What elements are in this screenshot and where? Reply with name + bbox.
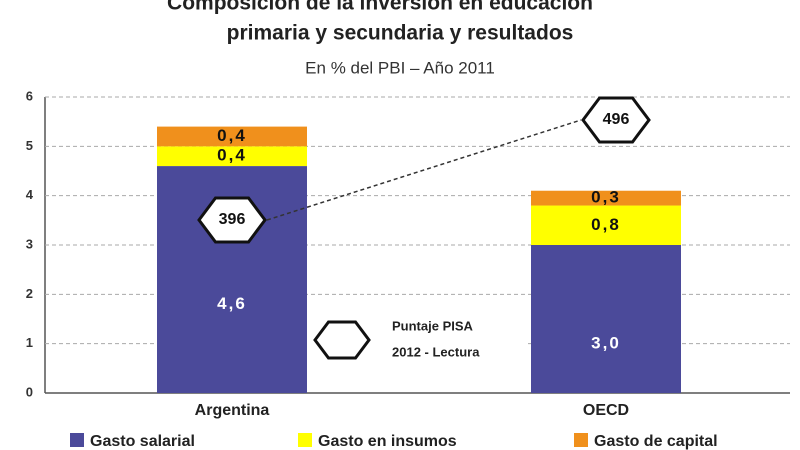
y-tick-label: 5 — [26, 138, 33, 153]
y-tick-label: 1 — [26, 335, 33, 350]
value-label: 3,0 — [591, 333, 621, 352]
pisa-score: 496 — [603, 111, 630, 128]
hexagon — [197, 196, 267, 244]
y-tick-label: 6 — [26, 88, 33, 103]
legend-label: Gasto salarial — [90, 433, 195, 450]
pisa-legend-label: Puntaje PISA — [392, 318, 474, 333]
y-tick-label: 2 — [26, 286, 33, 301]
pisa-legend-label: 2012 - Lectura — [392, 344, 480, 359]
chart-title: Composición de la inversión en educación — [167, 0, 593, 15]
legend-swatch — [70, 433, 84, 447]
bar-segment — [157, 126, 307, 147]
value-label: 4,6 — [217, 294, 247, 313]
value-label: 0,8 — [591, 215, 621, 234]
legend-swatch — [574, 433, 588, 447]
hexagon — [313, 320, 371, 360]
x-tick-label: Argentina — [195, 402, 270, 419]
bar-segment — [157, 146, 307, 167]
bar-segment — [531, 190, 681, 206]
chart-subtitle: En % del PBI – Año 2011 — [305, 58, 495, 77]
value-label: 0,3 — [591, 188, 621, 207]
value-label: 0,4 — [217, 126, 247, 145]
bar-segment — [531, 245, 681, 393]
x-tick-label: OECD — [583, 402, 629, 419]
chart-title: primaria y secundaria y resultados — [227, 22, 574, 45]
y-tick-label: 0 — [26, 384, 33, 399]
pisa-connector — [266, 119, 582, 221]
hexagon — [581, 96, 651, 144]
y-tick-label: 3 — [26, 236, 33, 251]
legend-swatch — [298, 433, 312, 447]
legend-label: Gasto en insumos — [318, 433, 457, 450]
pisa-score: 396 — [219, 211, 246, 228]
bar-segment — [531, 205, 681, 245]
legend-label: Gasto de capital — [594, 433, 718, 450]
y-tick-label: 4 — [26, 187, 34, 202]
value-label: 0,4 — [217, 146, 247, 165]
